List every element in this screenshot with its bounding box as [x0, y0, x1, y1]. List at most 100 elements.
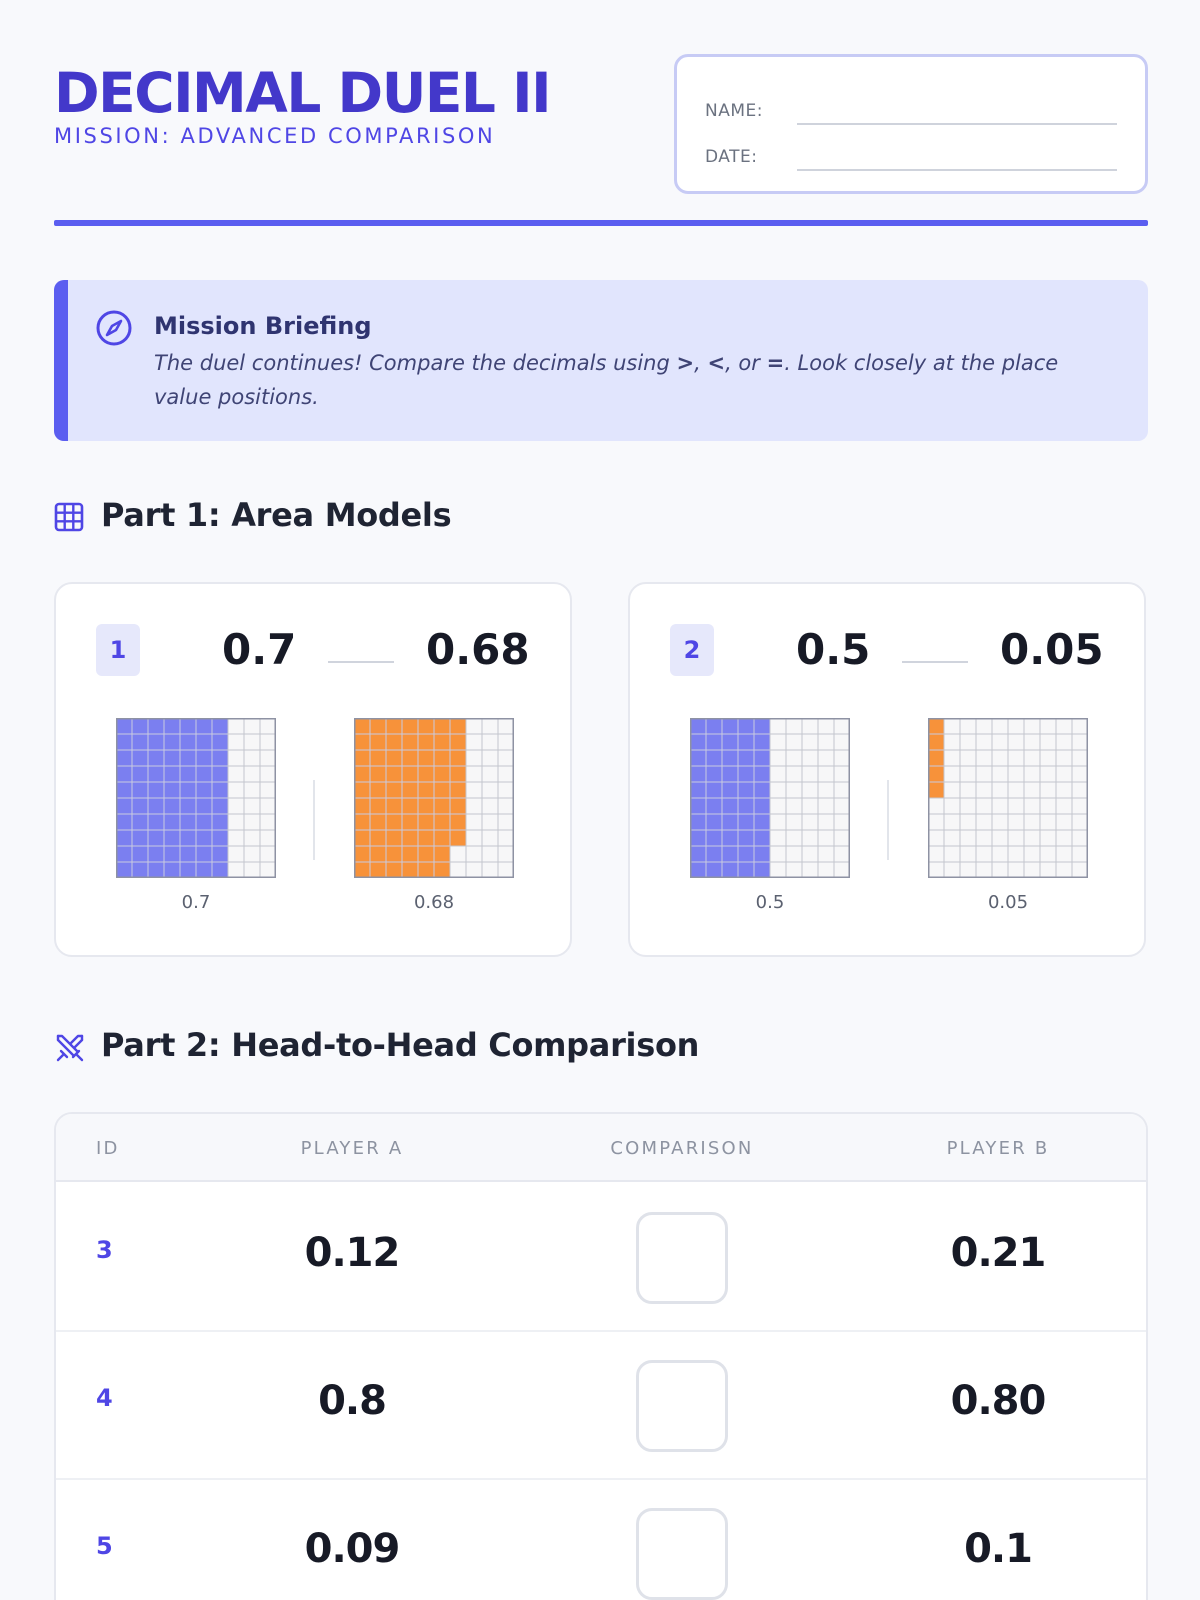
- grid-cell-filled: [195, 765, 213, 783]
- grid-cell-filled: [163, 718, 181, 735]
- grid-cell-empty: [227, 813, 245, 831]
- grid-cell-filled: [721, 718, 739, 735]
- problem-card-1: 1 0.7 0.68 0.7 0.68: [54, 582, 572, 957]
- grid-cell-empty: [1007, 797, 1025, 815]
- grid-cell-empty: [1071, 797, 1088, 815]
- name-row: NAME:: [705, 85, 1117, 125]
- grid-cell-empty: [243, 765, 261, 783]
- grid-cell-filled: [705, 829, 723, 847]
- grid-cell-empty: [1039, 749, 1057, 767]
- grid-cell-empty: [991, 718, 1009, 735]
- grid-cell-empty: [959, 749, 977, 767]
- grid-cell-filled: [433, 845, 451, 863]
- grid-cell-filled: [147, 845, 165, 863]
- grid-cell-empty: [1055, 813, 1073, 831]
- grid-cell-empty: [1007, 829, 1025, 847]
- grid-cell-filled: [179, 813, 197, 831]
- grid-cell-filled: [690, 733, 707, 751]
- part2-title: Part 2: Head-to-Head Comparison: [101, 1026, 700, 1064]
- grid-cell-filled: [433, 813, 451, 831]
- grid-cell-filled: [417, 733, 435, 751]
- grid-cell-empty: [1039, 733, 1057, 751]
- grid-icon: [54, 502, 84, 532]
- player-b-value: 0.1: [964, 1526, 1033, 1572]
- grid-cell-filled: [354, 797, 371, 815]
- grid-border: [354, 718, 514, 878]
- grid-cell-filled: [753, 829, 771, 847]
- grid-cell-empty: [975, 845, 993, 863]
- comparison-answer-box[interactable]: [636, 1360, 728, 1452]
- grid-cell-empty: [928, 861, 945, 878]
- grid-cell-empty: [833, 733, 850, 751]
- value-a: 0.7: [222, 625, 297, 674]
- grid-cell-filled: [354, 781, 371, 799]
- grid-cell-filled: [369, 765, 387, 783]
- grid-cell-filled: [179, 829, 197, 847]
- grid-cell-filled: [369, 733, 387, 751]
- grid-cell-empty: [481, 813, 499, 831]
- grid-cell-filled: [721, 861, 739, 878]
- grid-cell-filled: [385, 765, 403, 783]
- grid-cell-empty: [928, 813, 945, 831]
- grid-cell-filled: [131, 861, 149, 878]
- grid-cell-filled: [417, 718, 435, 735]
- answer-blank[interactable]: [902, 661, 968, 663]
- grid-cell-empty: [481, 749, 499, 767]
- grid-cell-filled: [690, 813, 707, 831]
- grid-cell-empty: [1071, 781, 1088, 799]
- grid-cell-empty: [959, 765, 977, 783]
- grid-cell-empty: [975, 749, 993, 767]
- grid-cell-empty: [243, 797, 261, 815]
- grid-cell-filled: [753, 718, 771, 735]
- grid-cell-empty: [465, 829, 483, 847]
- grid-cell-empty: [769, 797, 787, 815]
- grid-cell-empty: [1023, 813, 1041, 831]
- grid-cell-empty: [769, 718, 787, 735]
- grid-cell-filled: [369, 797, 387, 815]
- name-field[interactable]: [797, 123, 1117, 125]
- grid-cell-filled: [737, 861, 755, 878]
- crossed-swords-icon: [56, 1034, 84, 1062]
- part1-title: Part 1: Area Models: [101, 496, 452, 534]
- caption-b: 0.05: [987, 892, 1029, 913]
- grid-cell-empty: [1071, 813, 1088, 831]
- grid-cell-empty: [227, 749, 245, 767]
- grid-cell-empty: [243, 749, 261, 767]
- grid-cell-filled: [721, 845, 739, 863]
- grid-cell-filled: [163, 765, 181, 783]
- grid-cell-filled: [369, 718, 387, 735]
- comparison-answer-box[interactable]: [636, 1212, 728, 1304]
- grid-cell-empty: [259, 845, 276, 863]
- grid-cell-filled: [737, 781, 755, 799]
- grid-cell-empty: [943, 845, 961, 863]
- worksheet-title: DECIMAL DUEL II: [54, 61, 552, 125]
- grid-cell-filled: [449, 733, 467, 751]
- table-header: ID PLAYER A COMPARISON PLAYER B: [56, 1114, 1146, 1182]
- grid-cell-empty: [769, 733, 787, 751]
- grid-cell-empty: [959, 813, 977, 831]
- grid-cell-empty: [785, 749, 803, 767]
- date-field[interactable]: [797, 169, 1117, 171]
- grid-cell-filled: [354, 749, 371, 767]
- grid-cell-filled: [737, 765, 755, 783]
- comparison-answer-box[interactable]: [636, 1508, 728, 1600]
- grid-cell-empty: [465, 861, 483, 878]
- grid-cell-filled: [705, 749, 723, 767]
- grid-cell-empty: [943, 861, 961, 878]
- table-row: 5 0.09 0.1: [56, 1480, 1146, 1600]
- grid-cell-empty: [481, 718, 499, 735]
- grid-cell-filled: [163, 797, 181, 815]
- grid-cell-filled: [369, 829, 387, 847]
- grid-cell-empty: [227, 733, 245, 751]
- symbol-equal: =: [766, 351, 785, 375]
- grid-cell-empty: [497, 861, 514, 878]
- briefing-sep-1: ,: [694, 351, 708, 375]
- grid-cell-filled: [211, 861, 229, 878]
- grid-cell-filled: [211, 797, 229, 815]
- grid-cell-filled: [737, 813, 755, 831]
- grid-cell-empty: [1007, 861, 1025, 878]
- grid-cell-filled: [179, 845, 197, 863]
- answer-blank[interactable]: [328, 661, 394, 663]
- briefing-title: Mission Briefing: [154, 312, 372, 340]
- grid-cell-filled: [401, 861, 419, 878]
